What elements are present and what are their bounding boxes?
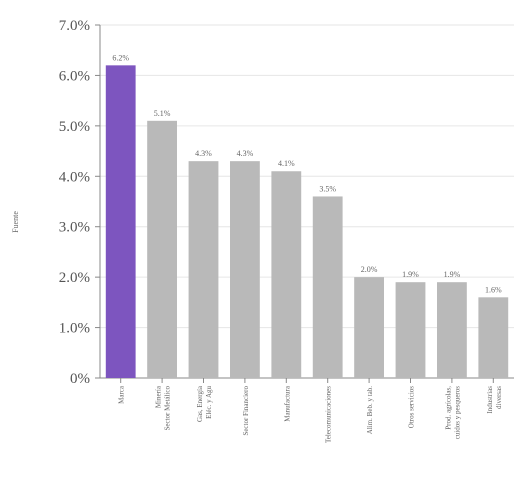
y-tick-label: 7.0%	[59, 18, 90, 34]
data-label: 1.9%	[402, 270, 419, 279]
bars	[105, 65, 509, 379]
data-label: 3.5%	[319, 184, 336, 193]
data-label: 6.2%	[112, 53, 129, 62]
y-tick-label: 4.0%	[59, 169, 90, 185]
bar	[354, 277, 385, 378]
bar	[271, 171, 302, 378]
data-label: 1.9%	[444, 270, 461, 279]
category-label: Sector Financiero	[242, 386, 250, 436]
category-label: Marca	[118, 385, 126, 404]
category-label: diversas	[495, 386, 503, 409]
bar	[478, 297, 509, 378]
category-label: Eléc. y Agu	[205, 386, 213, 419]
bar	[147, 120, 178, 379]
bar	[229, 161, 260, 378]
data-label: 1.6%	[485, 285, 502, 294]
category-label: Sector Metálico	[164, 386, 172, 431]
category-label: Minería	[155, 385, 163, 408]
bar	[105, 65, 136, 378]
bar	[312, 196, 343, 378]
category-labels: Marca Minería Sector Metálico Gas, Energía E…	[118, 385, 503, 443]
category-label: Prod. agrícolas,	[444, 386, 452, 430]
category-label: Manufactura	[283, 385, 291, 422]
bar	[188, 161, 219, 378]
y-tick-label: 6.0%	[59, 68, 90, 84]
data-label: 5.1%	[154, 109, 171, 118]
y-tick-label: 5.0%	[59, 119, 90, 135]
category-label: Otros servicios	[408, 386, 416, 428]
y-tick-label: 3.0%	[59, 220, 90, 236]
category-label: Gas, Energía	[196, 385, 204, 422]
bar	[395, 282, 426, 378]
y-axis-label: Fuente	[11, 211, 20, 233]
data-label: 2.0%	[361, 265, 378, 274]
data-label: 4.3%	[195, 149, 212, 158]
data-label: 4.3%	[237, 149, 254, 158]
y-tick-label: 2.0%	[59, 270, 90, 286]
y-tick-label: 1.0%	[59, 321, 90, 337]
y-tick-labels: 0% 1.0% 2.0% 3.0% 4.0% 5.0% 6.0% 7.0%	[59, 18, 90, 387]
y-tick-label: 0%	[70, 371, 90, 387]
category-label: Telecomunicaciones	[325, 386, 333, 443]
category-label: Alim. Beb. y tab.	[366, 386, 374, 434]
category-label: cuidos y pesqueros	[453, 386, 461, 440]
bar	[436, 282, 467, 378]
category-label: Industrias	[486, 386, 494, 414]
data-label: 4.1%	[278, 159, 295, 168]
data-labels: 6.2% 5.1% 4.3% 4.3% 4.1% 3.5% 2.0% 1.9% 1.9% 1.6%	[112, 53, 502, 294]
